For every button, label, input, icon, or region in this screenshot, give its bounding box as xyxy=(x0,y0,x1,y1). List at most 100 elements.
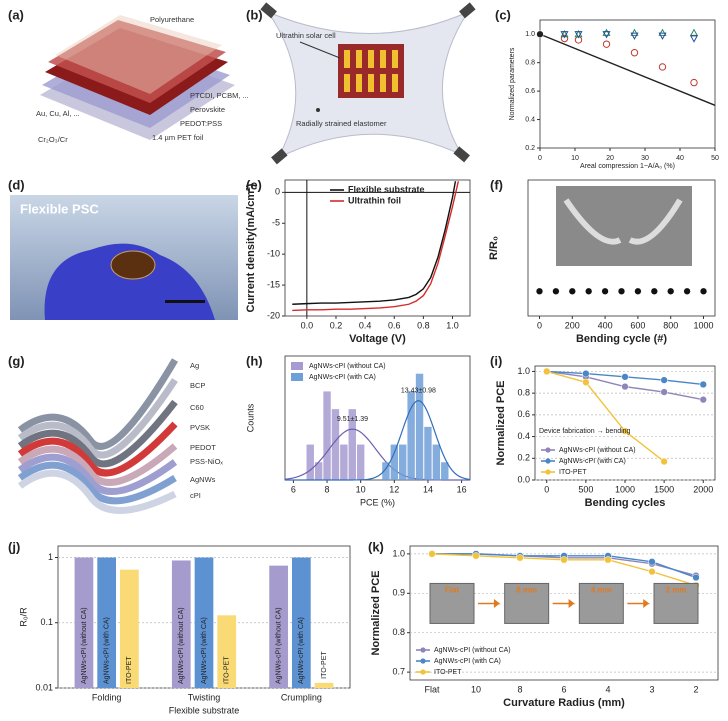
x-tick-label: 800 xyxy=(663,320,678,330)
x-tick-label: 10 xyxy=(571,155,579,162)
y-tick-label: 0.0 xyxy=(517,474,530,484)
y-axis-label: Normalized PCE xyxy=(495,381,507,466)
diagram-label: PTCDI, PCBM, ... xyxy=(190,91,249,100)
layer-stack xyxy=(17,358,179,514)
photo-label: Flexible PSC xyxy=(20,201,99,216)
y-tick-label: 0.4 xyxy=(517,431,530,441)
diagram-label: Cr₂O₃/Cr xyxy=(38,135,68,144)
marker xyxy=(630,28,639,36)
diagram-label: PSS-NiOₓ xyxy=(190,457,223,466)
marker xyxy=(667,287,675,295)
marker xyxy=(634,287,642,295)
legend-label: ITO-PET xyxy=(559,469,587,476)
diagram-label: AgNWs xyxy=(190,475,216,484)
bar-label: AgNWs-cPI (with CA) xyxy=(201,617,208,684)
series-line xyxy=(539,33,716,106)
marker xyxy=(658,28,667,36)
legend-label: AgNWs-cPI (with CA) xyxy=(309,374,376,381)
device xyxy=(110,250,156,280)
x-tick-label: 1000 xyxy=(615,484,635,494)
bar xyxy=(97,557,117,688)
marker xyxy=(630,32,639,40)
diagram-label: Au, Cu, Al, ... xyxy=(36,109,80,118)
y-tick-label: 0.8 xyxy=(392,627,405,637)
marker xyxy=(602,40,611,48)
legend-label: AgNWs-cPI (with CA) xyxy=(434,658,501,665)
panel-label: (k) xyxy=(368,539,384,554)
x-tick-label: 4 xyxy=(605,684,610,694)
scale-bar xyxy=(165,300,205,303)
marker xyxy=(585,287,593,295)
inset-label: 8 mm xyxy=(516,586,537,595)
bar xyxy=(432,444,441,480)
x-tick-label: 0.4 xyxy=(359,320,372,330)
diagram-label: cPI xyxy=(190,491,201,500)
diagram-label: Ultrathin solar cell xyxy=(276,31,336,40)
y-tick-label: 0 xyxy=(275,187,280,197)
marker xyxy=(699,287,708,295)
marker xyxy=(648,567,656,576)
x-tick-label: 14 xyxy=(423,484,433,494)
marker xyxy=(472,552,480,560)
y-tick-label: -20 xyxy=(267,310,280,320)
y-tick-label: 0.2 xyxy=(517,453,530,463)
legend-label: ITO-PET xyxy=(434,669,462,676)
x-tick-label: 1000 xyxy=(694,320,714,330)
legend-swatch xyxy=(291,373,303,381)
bar-label: AgNWs-cPI (with CA) xyxy=(298,617,305,684)
y-tick-label: -5 xyxy=(272,218,280,228)
marker xyxy=(582,378,590,386)
x-tick-label: 20 xyxy=(606,155,614,162)
bar xyxy=(441,462,449,480)
x-axis-label: Bending cycle (#) xyxy=(576,333,667,345)
arrow xyxy=(478,598,501,608)
legend-label: AgNWs-cPI (without CA) xyxy=(309,363,386,370)
marker xyxy=(658,32,667,40)
panel-label: (i) xyxy=(490,353,502,368)
x-tick-label: Folding xyxy=(92,692,122,702)
marker xyxy=(660,457,668,466)
bar-label: ITO-PET xyxy=(224,656,231,684)
x-axis-label: Areal compression 1−A/A₀ (%) xyxy=(580,163,675,170)
y-axis-label: R₀/R xyxy=(18,607,28,627)
fit-label: 9.51±1.39 xyxy=(337,416,368,423)
x-tick-label: 0.0 xyxy=(301,320,314,330)
bar xyxy=(314,462,323,480)
x-tick-label: 8 xyxy=(517,684,522,694)
legend-label: Flexible substrate xyxy=(348,184,425,194)
panel-label: (f) xyxy=(490,177,503,192)
bar xyxy=(120,569,139,688)
x-tick-label: 1500 xyxy=(654,484,674,494)
legend-swatch xyxy=(420,669,426,675)
bar xyxy=(399,444,407,480)
y-axis-label: Normalized PCE xyxy=(370,571,382,656)
marker xyxy=(568,287,576,295)
x-tick-label: 0.6 xyxy=(388,320,401,330)
marker xyxy=(574,31,583,39)
panel-label: (g) xyxy=(8,353,25,368)
x-tick-label: 12 xyxy=(389,484,399,494)
marker xyxy=(630,49,639,57)
x-tick-label: 200 xyxy=(565,320,580,330)
x-tick-label: Crumpling xyxy=(281,692,322,702)
x-tick-label: Twisting xyxy=(188,692,221,702)
marker xyxy=(536,30,544,38)
legend-swatch xyxy=(420,658,426,664)
y-tick-label: -10 xyxy=(267,249,280,259)
series-line xyxy=(292,181,460,312)
marker xyxy=(543,367,551,376)
bar-label: AgNWs-cPI (without CA) xyxy=(275,607,282,684)
x-tick-label: 8 xyxy=(325,484,330,494)
bar xyxy=(269,565,288,688)
bar xyxy=(390,444,399,480)
bar-label: ITO-PET xyxy=(126,656,133,684)
electrodes xyxy=(344,50,398,92)
clamp xyxy=(459,2,476,19)
y-tick-label: -15 xyxy=(267,279,280,289)
marker xyxy=(535,287,544,295)
panel-g: (g) Ag BCP C60 PVSK PEDOT PSS-NiOₓ AgNWs… xyxy=(8,353,223,514)
bar xyxy=(291,557,311,688)
marker xyxy=(689,35,699,43)
x-tick-label: 1.0 xyxy=(446,320,459,330)
